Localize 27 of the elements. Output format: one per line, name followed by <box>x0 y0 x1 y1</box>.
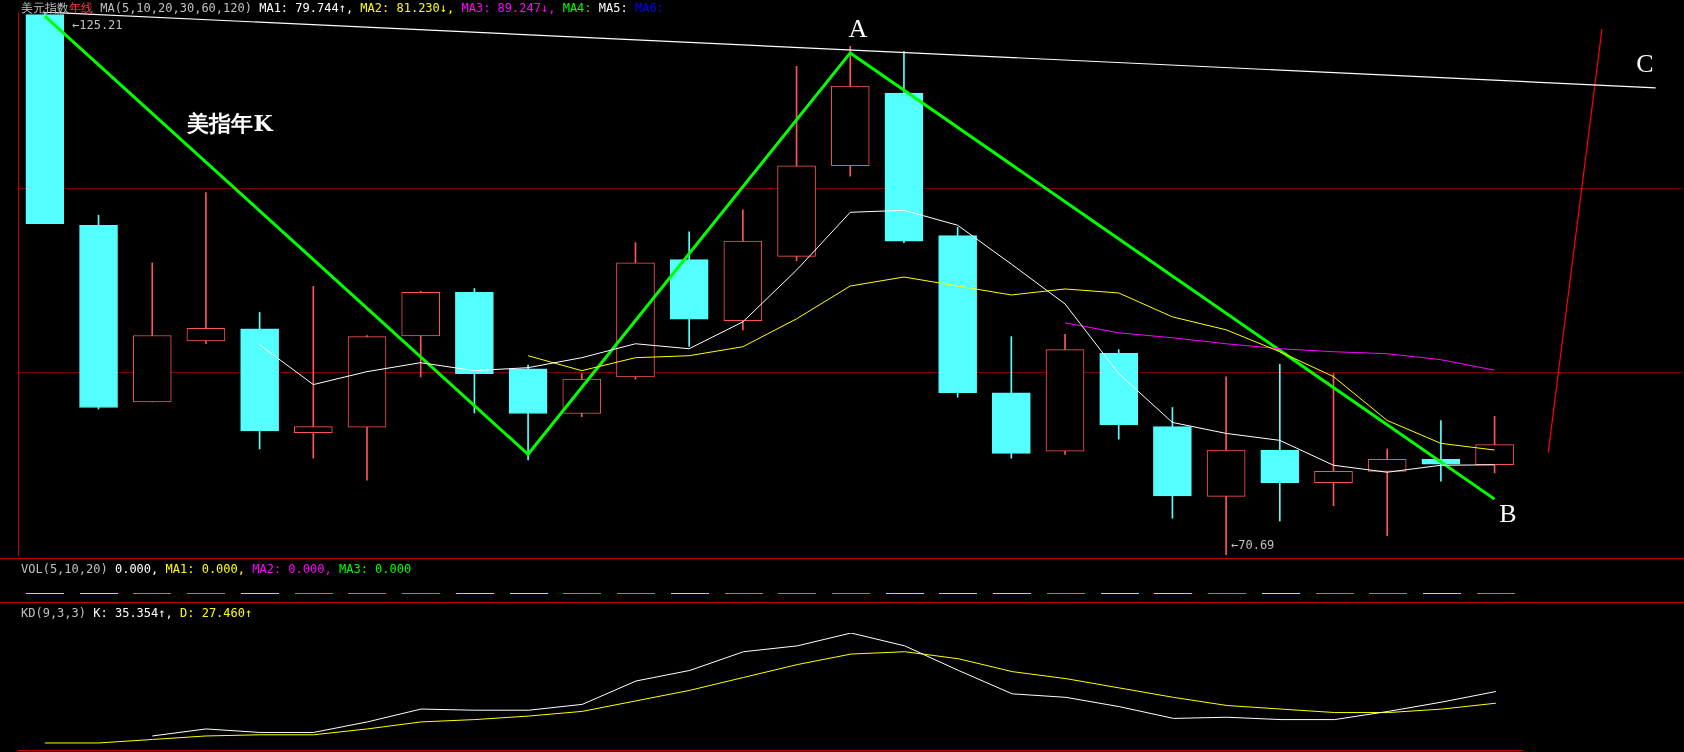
text: MA3: 0.000 <box>337 562 412 576</box>
chart-subtitle: 年线 <box>69 1 93 15</box>
annotation: B <box>1499 498 1517 528</box>
annotation: 美指年K <box>186 109 274 136</box>
legend-label: MA4: <box>561 1 592 15</box>
text: MA2: 0.000, <box>251 562 332 576</box>
text: MA3: 89.247↓, <box>460 1 556 15</box>
text: K: 35.354↑, <box>92 606 173 620</box>
chart-title: 美元指数 <box>21 1 69 15</box>
candlestick <box>1367 448 1407 537</box>
candlestick <box>293 285 333 459</box>
text: 0.000, <box>113 562 159 576</box>
text: MA1: 79.744↑, <box>258 1 354 15</box>
candlestick <box>1260 364 1300 522</box>
text: D: 27.460↑ <box>179 606 253 620</box>
legend-title: MA(5,10,20,30,60,120) <box>99 1 252 15</box>
chart-title: KD(9,3,3) <box>21 606 87 620</box>
legend-label: MA5: <box>597 1 628 15</box>
text: MA2: 81.230↓, <box>359 1 455 15</box>
annotation: A <box>848 13 868 43</box>
text: VOL(5,10,20) <box>21 562 108 576</box>
annotation: C <box>1636 48 1654 78</box>
text: MA1: 0.000, <box>164 562 246 576</box>
annotation: ←70.69 <box>1231 538 1275 553</box>
annotation: ←125.21 <box>72 18 123 33</box>
legend-label: MA6: <box>633 1 664 15</box>
candlestick <box>186 192 226 344</box>
